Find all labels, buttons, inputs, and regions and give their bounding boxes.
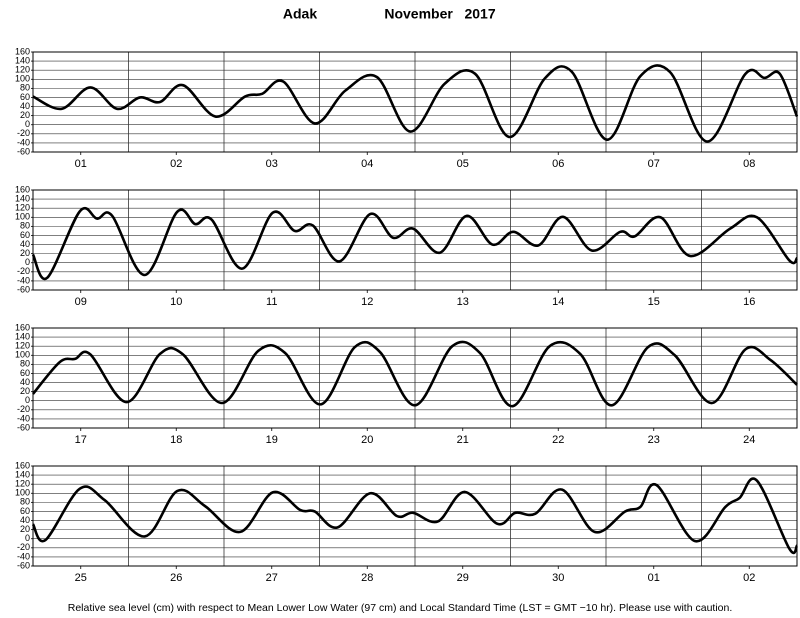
y-tick-label: -20 <box>17 404 30 414</box>
day-label: 18 <box>170 434 182 446</box>
y-tick-label: 80 <box>20 497 30 507</box>
y-tick-label: 120 <box>15 479 30 489</box>
footer-note: Relative sea level (cm) with respect to … <box>68 602 733 614</box>
day-label: 25 <box>75 572 87 584</box>
y-tick-label: -40 <box>17 275 30 285</box>
tide-curve <box>32 64 799 143</box>
y-tick-label: 0 <box>25 119 30 129</box>
y-tick-label: 140 <box>15 469 30 479</box>
y-tick-label: -60 <box>17 422 30 432</box>
day-label: 16 <box>743 296 755 308</box>
y-tick-label: 120 <box>15 65 30 75</box>
day-label: 05 <box>457 158 469 170</box>
y-tick-label: -60 <box>17 284 30 294</box>
day-label: 15 <box>648 296 660 308</box>
y-tick-label: 140 <box>15 193 30 203</box>
panel-frame <box>32 189 798 291</box>
day-label: 01 <box>75 158 87 170</box>
y-tick-label: 160 <box>15 46 30 56</box>
y-tick-label: 100 <box>15 488 30 498</box>
day-label: 11 <box>266 296 277 308</box>
panel-frame <box>32 465 798 567</box>
y-tick-label: 40 <box>20 101 30 111</box>
day-label: 26 <box>170 572 182 584</box>
y-tick-label: 100 <box>15 212 30 222</box>
day-label: 10 <box>170 296 182 308</box>
y-tick-label: 60 <box>20 92 30 102</box>
y-tick-label: -40 <box>17 137 30 147</box>
day-label: 20 <box>361 434 373 446</box>
day-label: 27 <box>266 572 278 584</box>
y-tick-label: 100 <box>15 74 30 84</box>
y-tick-label: -20 <box>17 542 30 552</box>
day-label: 19 <box>266 434 278 446</box>
y-tick-label: -20 <box>17 128 30 138</box>
y-tick-label: 80 <box>20 359 30 369</box>
y-tick-label: 140 <box>15 331 30 341</box>
y-tick-label: 20 <box>20 524 30 534</box>
y-tick-label: 0 <box>25 533 30 543</box>
y-tick-label: 40 <box>20 515 30 525</box>
day-label: 12 <box>361 296 373 308</box>
month-title: November 2017 <box>384 6 495 22</box>
day-label: 23 <box>648 434 660 446</box>
tide-curve <box>31 206 798 281</box>
y-tick-label: 20 <box>20 110 30 120</box>
y-tick-label: 0 <box>25 257 30 267</box>
panel-frame <box>32 51 798 153</box>
day-label: 21 <box>457 434 469 446</box>
day-label: 04 <box>361 158 373 170</box>
day-label: 14 <box>552 296 564 308</box>
y-tick-label: 120 <box>15 341 30 351</box>
day-label: 02 <box>743 572 755 584</box>
day-label: 09 <box>75 296 87 308</box>
y-tick-label: 40 <box>20 239 30 249</box>
y-tick-label: 100 <box>15 350 30 360</box>
y-tick-label: 80 <box>20 221 30 231</box>
day-label: 06 <box>552 158 564 170</box>
y-tick-label: -60 <box>17 560 30 570</box>
y-tick-label: 160 <box>15 322 30 332</box>
y-tick-label: 20 <box>20 386 30 396</box>
day-label: 13 <box>457 296 469 308</box>
y-tick-label: -40 <box>17 551 30 561</box>
day-label: 08 <box>743 158 755 170</box>
y-tick-label: 20 <box>20 248 30 258</box>
y-tick-label: 40 <box>20 377 30 387</box>
tide-curve <box>31 477 799 555</box>
day-label: 01 <box>648 572 660 584</box>
y-tick-label: -20 <box>17 266 30 276</box>
station-title: Adak <box>283 6 317 22</box>
y-tick-label: 60 <box>20 506 30 516</box>
y-tick-label: -40 <box>17 413 30 423</box>
day-label: 29 <box>457 572 469 584</box>
y-tick-label: 80 <box>20 83 30 93</box>
day-label: 03 <box>266 158 278 170</box>
day-label: 02 <box>170 158 182 170</box>
y-tick-label: 140 <box>15 55 30 65</box>
panel-frame <box>32 327 798 429</box>
day-label: 22 <box>552 434 564 446</box>
day-label: 07 <box>648 158 660 170</box>
y-tick-label: -60 <box>17 146 30 156</box>
day-label: 28 <box>361 572 373 584</box>
day-label: 24 <box>743 434 755 446</box>
y-tick-label: 60 <box>20 368 30 378</box>
y-tick-label: 160 <box>15 184 30 194</box>
y-tick-label: 160 <box>15 460 30 470</box>
day-label: 17 <box>75 434 87 446</box>
y-tick-label: 60 <box>20 230 30 240</box>
day-label: 30 <box>552 572 564 584</box>
y-tick-label: 0 <box>25 395 30 405</box>
tide-curve <box>32 340 798 408</box>
y-tick-label: 120 <box>15 203 30 213</box>
